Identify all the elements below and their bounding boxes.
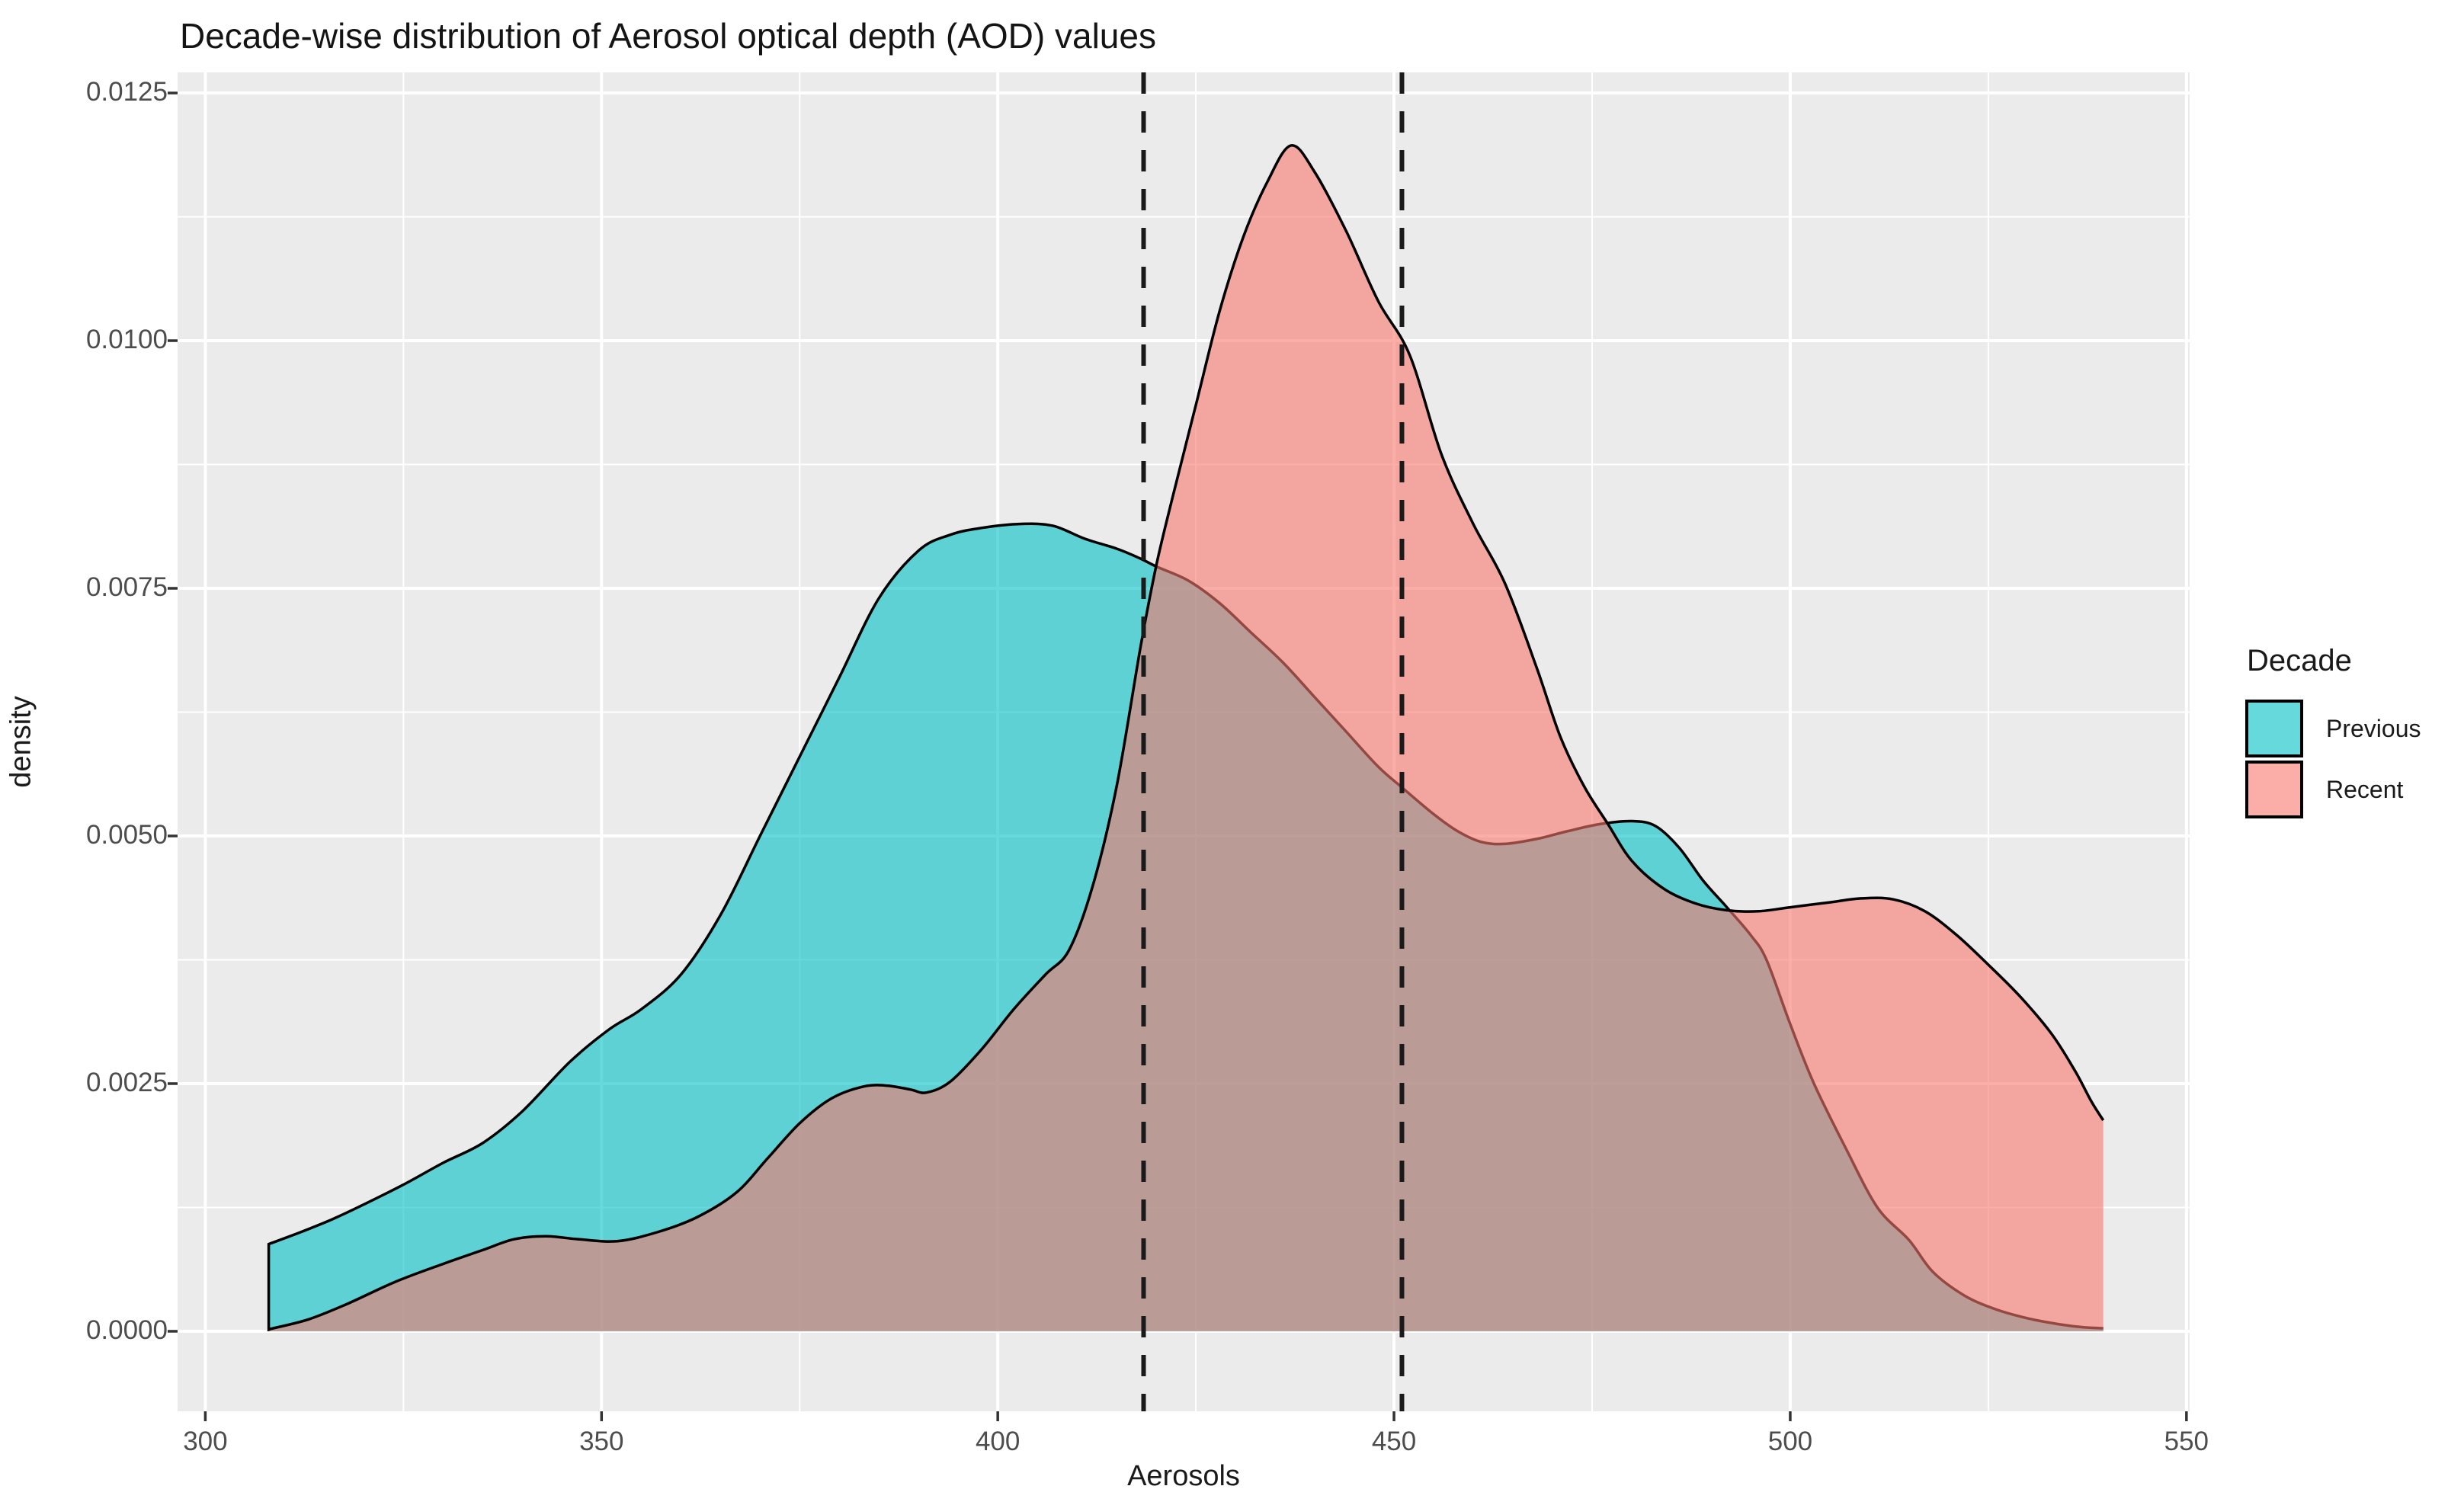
legend-label-previous: Previous xyxy=(2326,714,2421,742)
y-tick-label: 0.0125 xyxy=(85,77,168,107)
previous-color-swatch xyxy=(2245,700,2303,757)
legend-entry-recent: Recent xyxy=(2245,761,2421,818)
recent-density-area xyxy=(268,145,2104,1331)
y-tick-label: 0.0025 xyxy=(85,1067,168,1097)
x-tick-label: 550 xyxy=(2164,1427,2209,1456)
x-tick-label: 300 xyxy=(183,1427,228,1456)
y-tick-label: 0.0100 xyxy=(85,325,168,355)
legend-label-recent: Recent xyxy=(2326,775,2404,803)
y-tick-label: 0.0050 xyxy=(85,819,168,850)
x-axis-title: Aerosols xyxy=(1127,1460,1240,1492)
x-tick-label: 450 xyxy=(1371,1427,1417,1456)
recent-color-swatch xyxy=(2245,761,2303,818)
x-tick-label: 400 xyxy=(975,1427,1021,1456)
legend: Decade Previous Recent xyxy=(2245,644,2421,821)
chart-title: Decade-wise distribution of Aerosol opti… xyxy=(180,16,1156,56)
x-tick-label: 500 xyxy=(1767,1427,1813,1456)
legend-entry-previous: Previous xyxy=(2245,700,2421,757)
y-tick-label: 0.0075 xyxy=(85,572,168,602)
y-tick-label: 0.0000 xyxy=(85,1315,168,1345)
legend-title: Decade xyxy=(2247,644,2352,677)
recent-density-outline xyxy=(268,144,2105,1331)
x-tick-label: 350 xyxy=(579,1427,624,1456)
